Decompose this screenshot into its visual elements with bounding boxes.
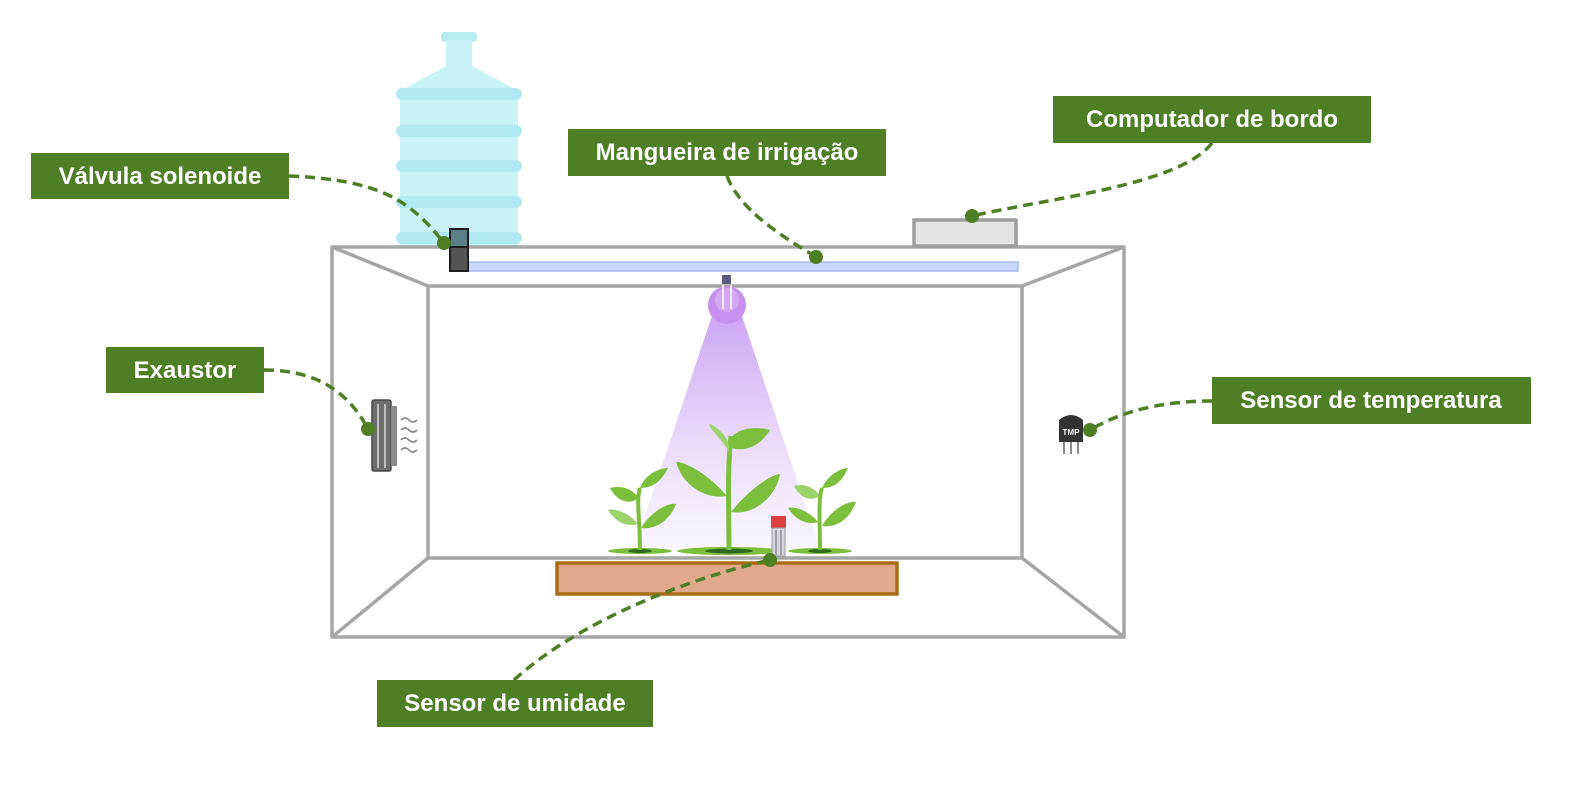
temperature-sensor-icon: TMP (1059, 415, 1083, 454)
leader-mangueira (725, 175, 817, 259)
hose-icon (465, 261, 1019, 272)
dot-valvula (437, 236, 451, 250)
plant-icon (608, 424, 856, 555)
computer-icon (912, 218, 1018, 248)
label-temperatura-text: Sensor de temperatura (1240, 387, 1502, 414)
dot-exaustor (361, 422, 375, 436)
label-exaustor-text: Exaustor (134, 357, 237, 384)
exhaust-fan-icon (371, 399, 418, 472)
dot-temperatura (1083, 423, 1097, 437)
label-temperatura: Sensor de temperatura (1212, 377, 1531, 424)
label-umidade: Sensor de umidade (377, 680, 653, 727)
dot-umidade (763, 553, 777, 567)
leader-dots (361, 209, 1097, 567)
label-valvula: Válvula solenoide (31, 153, 289, 199)
water-bottle-icon (396, 32, 522, 248)
leader-computador (971, 141, 1214, 218)
label-mangueira: Mangueira de irrigação (568, 129, 886, 176)
label-computador-text: Computador de bordo (1086, 106, 1338, 133)
leader-umidade (512, 558, 771, 682)
label-mangueira-text: Mangueira de irrigação (596, 139, 859, 166)
solenoid-valve-icon (449, 228, 469, 272)
label-valvula-text: Válvula solenoide (59, 163, 262, 190)
greenhouse-frame (330, 245, 1126, 639)
leader-valvula (288, 174, 446, 245)
label-computador: Computador de bordo (1053, 96, 1371, 143)
temperature-sensor-chip-text: TMP (1063, 428, 1081, 437)
dot-mangueira (809, 250, 823, 264)
leader-lines (263, 141, 1214, 682)
leader-exaustor (263, 368, 370, 430)
label-exaustor: Exaustor (106, 347, 264, 393)
label-umidade-text: Sensor de umidade (404, 690, 625, 717)
leader-temperatura (1089, 399, 1213, 432)
dot-computador (965, 209, 979, 223)
humidity-sensor-icon (771, 516, 786, 557)
soil-tray-icon (555, 561, 899, 596)
